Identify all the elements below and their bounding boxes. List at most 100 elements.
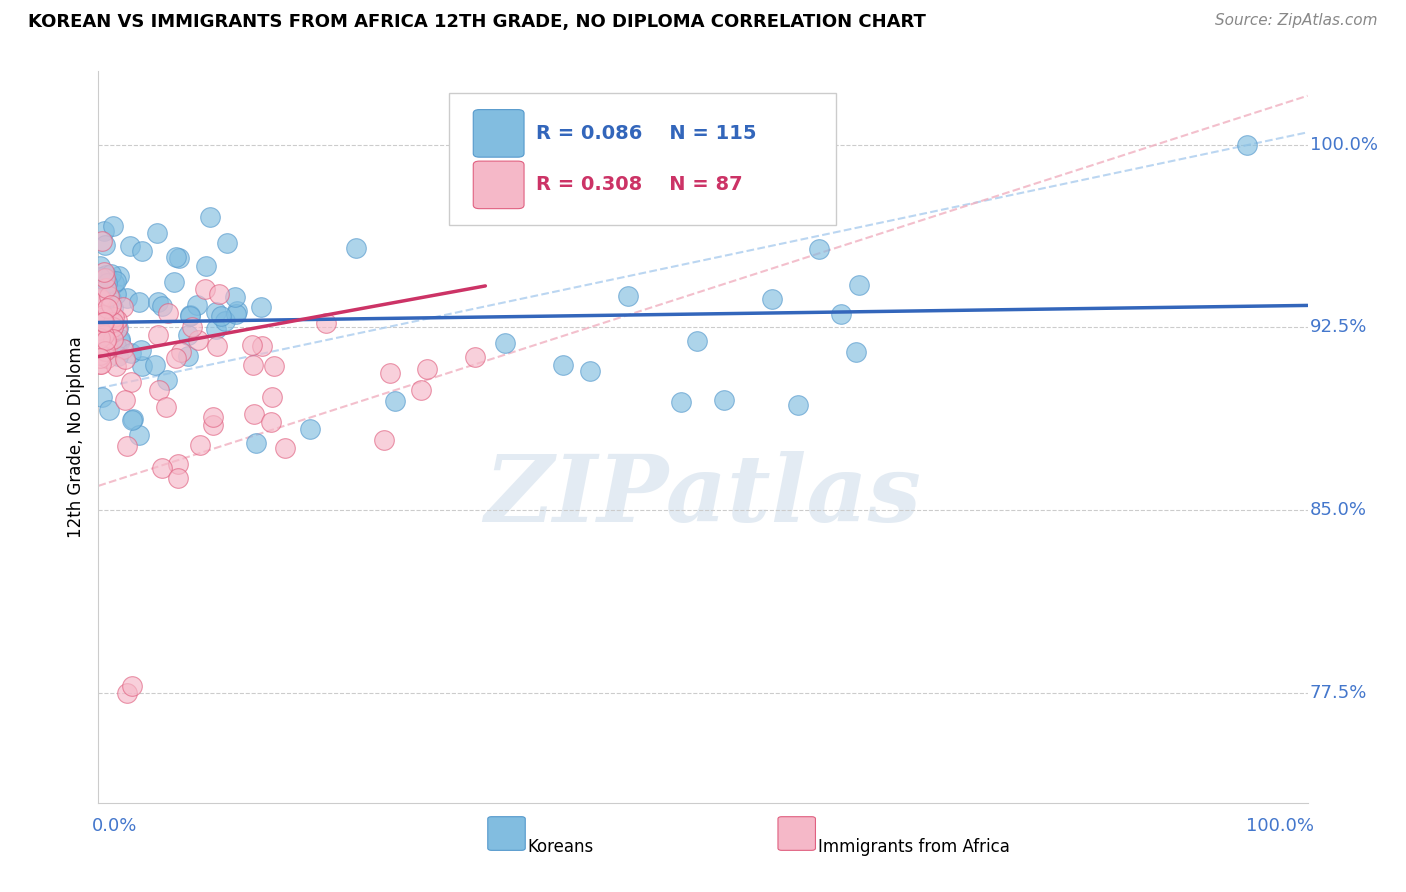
Point [98,316,121,330]
Point [89,348,111,362]
Point [250,300,273,314]
Text: 0.0%: 0.0% [93,817,138,836]
Point [773,201,796,215]
Point [209,310,232,324]
Point [315,316,337,330]
Point [89,331,111,345]
Point [93,328,115,343]
Point [551,359,574,373]
Point [177,349,200,363]
Point [103,276,125,290]
Point [89,291,111,305]
Point [373,433,395,447]
Point [94,344,117,359]
Point [89,297,111,311]
Point [686,334,709,349]
Point [97,329,120,343]
Point [105,338,128,352]
Point [122,411,145,425]
Point [250,338,273,352]
Text: 100.0%: 100.0% [1310,136,1378,153]
Point [224,289,246,303]
Point [93,327,115,342]
Point [830,307,852,321]
Point [118,238,141,252]
Point [93,301,115,316]
Point [181,320,204,334]
Point [225,307,247,321]
Point [156,373,179,387]
Point [121,412,143,426]
Point [115,291,138,305]
Point [89,303,111,318]
Point [148,383,170,397]
Point [208,287,231,301]
Point [91,343,114,358]
Point [131,343,153,358]
Point [107,321,129,335]
Point [89,351,111,365]
Point [89,324,111,338]
Point [94,271,117,285]
Point [100,315,122,329]
Point [105,322,128,336]
Point [263,359,285,373]
Point [89,335,111,350]
Point [91,315,114,329]
Point [90,283,112,297]
Point [131,244,153,258]
Point [167,251,190,265]
Point [90,330,112,344]
Point [90,293,112,307]
Point [103,330,125,344]
Point [89,296,111,310]
Point [89,270,111,285]
Point [89,308,111,322]
Text: KOREAN VS IMMIGRANTS FROM AFRICA 12TH GRADE, NO DIPLOMA CORRELATION CHART: KOREAN VS IMMIGRANTS FROM AFRICA 12TH GR… [28,13,927,31]
FancyBboxPatch shape [474,161,524,209]
Point [90,390,112,404]
Point [186,297,208,311]
FancyBboxPatch shape [778,817,815,850]
Point [91,330,114,344]
Point [91,286,114,301]
Point [669,395,692,409]
Point [97,270,120,285]
Point [262,390,284,404]
FancyBboxPatch shape [449,94,837,225]
Point [245,435,267,450]
Point [90,316,112,330]
Point [89,279,111,293]
Point [464,350,486,364]
FancyBboxPatch shape [474,110,524,157]
Point [93,265,115,279]
Point [1236,137,1258,152]
Point [215,236,238,251]
Point [94,301,117,315]
Point [170,345,193,359]
Point [194,282,217,296]
Y-axis label: 12th Grade, No Diploma: 12th Grade, No Diploma [66,336,84,538]
Point [97,326,120,341]
FancyBboxPatch shape [488,817,526,850]
Point [131,359,153,374]
Point [150,299,173,313]
Point [128,428,150,442]
Point [93,321,115,335]
Point [114,392,136,407]
Point [89,307,111,321]
Point [103,301,125,315]
Point [274,441,297,455]
Point [89,283,111,297]
Point [96,319,118,334]
Point [101,219,124,234]
Text: Immigrants from Africa: Immigrants from Africa [818,838,1010,856]
Point [91,308,114,322]
Point [97,402,120,417]
Point [107,349,129,363]
Point [187,333,209,347]
Point [494,335,516,350]
Point [89,285,111,299]
Point [90,326,112,341]
Point [104,359,127,374]
